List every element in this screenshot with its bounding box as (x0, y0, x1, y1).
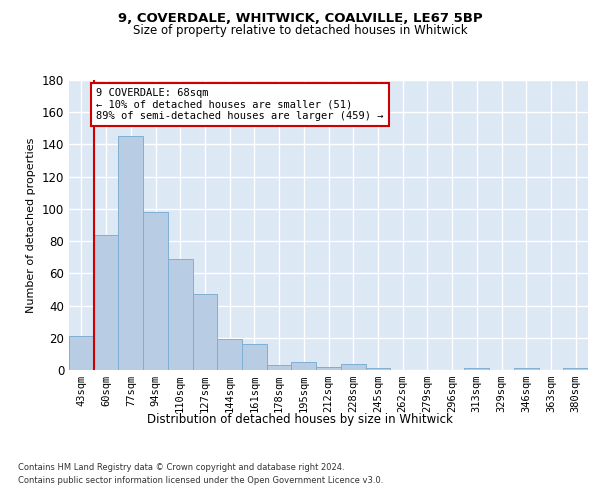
Text: Distribution of detached houses by size in Whitwick: Distribution of detached houses by size … (147, 412, 453, 426)
Text: 9 COVERDALE: 68sqm
← 10% of detached houses are smaller (51)
89% of semi-detache: 9 COVERDALE: 68sqm ← 10% of detached hou… (96, 88, 383, 122)
Y-axis label: Number of detached properties: Number of detached properties (26, 138, 36, 312)
Text: Size of property relative to detached houses in Whitwick: Size of property relative to detached ho… (133, 24, 467, 37)
Bar (94, 234, 118, 370)
Bar (316, 367, 341, 370)
Text: Contains HM Land Registry data © Crown copyright and database right 2024.: Contains HM Land Registry data © Crown c… (18, 462, 344, 471)
Bar (514, 368, 539, 370)
Bar (464, 368, 489, 370)
Bar (69, 336, 94, 370)
Bar (143, 212, 168, 370)
Bar (267, 365, 292, 370)
Bar (292, 362, 316, 370)
Bar (193, 294, 217, 370)
Text: Contains public sector information licensed under the Open Government Licence v3: Contains public sector information licen… (18, 476, 383, 485)
Bar (563, 368, 588, 370)
Bar (168, 259, 193, 370)
Bar (118, 136, 143, 370)
Bar (365, 368, 390, 370)
Text: 9, COVERDALE, WHITWICK, COALVILLE, LE67 5BP: 9, COVERDALE, WHITWICK, COALVILLE, LE67 … (118, 12, 482, 26)
Bar (217, 340, 242, 370)
Bar (341, 364, 365, 370)
Bar (242, 344, 267, 370)
